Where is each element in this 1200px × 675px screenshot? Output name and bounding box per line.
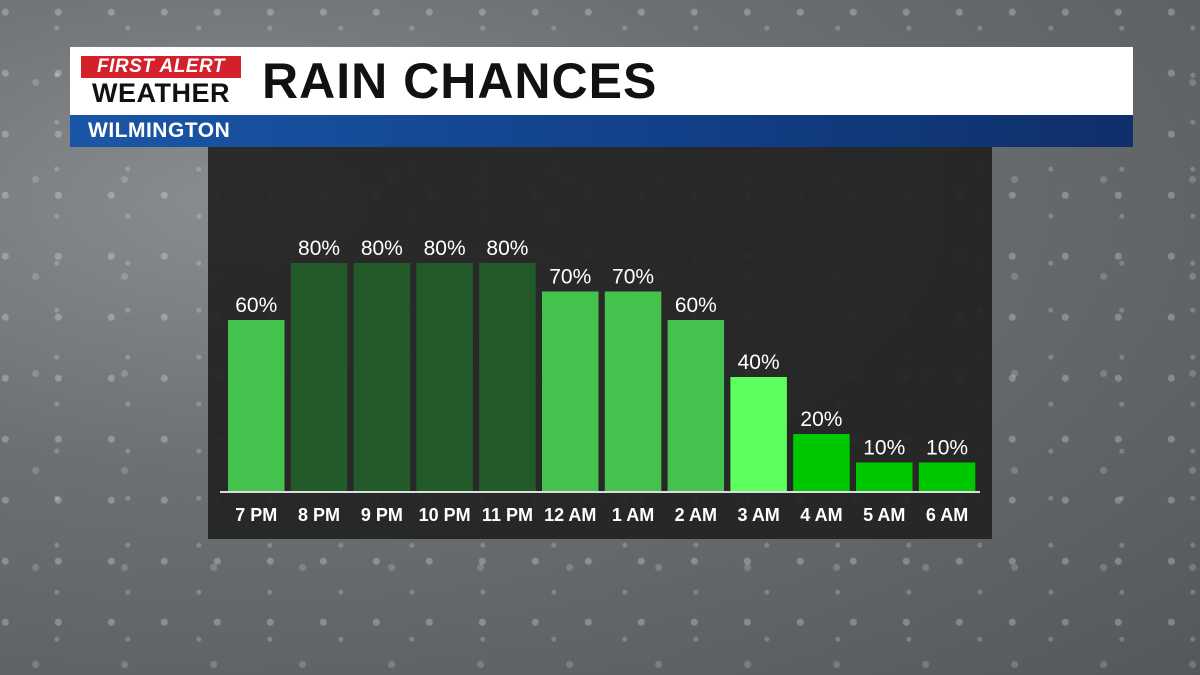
x-tick-label: 5 AM bbox=[863, 505, 905, 525]
data-label: 70% bbox=[549, 266, 591, 289]
x-tick-label: 1 AM bbox=[612, 505, 654, 525]
data-label: 80% bbox=[424, 237, 466, 260]
bar-3-am bbox=[730, 377, 787, 491]
x-tick-label: 8 PM bbox=[298, 505, 340, 525]
bar-2-am bbox=[667, 320, 725, 491]
data-label: 70% bbox=[612, 266, 654, 289]
bar-5-am bbox=[856, 462, 913, 491]
location-bar: WILMINGTON bbox=[70, 115, 1133, 147]
chart-panel: 60% 7 PM 80% 8 PM 80% 9 PM 80% 10 PM 80% 11 PM 70%… bbox=[208, 147, 992, 539]
bar-9-pm bbox=[353, 263, 411, 491]
x-tick-label: 12 AM bbox=[544, 505, 596, 525]
logo-first-alert: FIRST ALERT bbox=[81, 56, 241, 78]
bar-7-pm bbox=[228, 320, 285, 491]
x-tick-label: 4 AM bbox=[800, 505, 842, 525]
header-banner: FIRST ALERT WEATHER RAIN CHANCES WILMING… bbox=[70, 47, 1133, 147]
x-axis-baseline bbox=[220, 491, 980, 493]
bar-10-pm bbox=[416, 263, 473, 491]
bar-12-am bbox=[542, 291, 599, 491]
logo-weather: WEATHER bbox=[92, 78, 230, 108]
x-tick-label: 11 PM bbox=[482, 505, 533, 525]
data-label: 80% bbox=[486, 237, 528, 260]
bar-6-am bbox=[918, 462, 976, 491]
data-label: 10% bbox=[863, 437, 905, 460]
bar-4-am bbox=[793, 434, 850, 491]
data-label: 60% bbox=[235, 294, 277, 317]
data-label: 80% bbox=[298, 237, 340, 260]
bar-11-pm bbox=[479, 263, 536, 491]
data-label: 80% bbox=[361, 237, 403, 260]
x-tick-label: 10 PM bbox=[419, 505, 471, 525]
x-tick-label: 6 AM bbox=[926, 505, 968, 525]
data-label: 20% bbox=[800, 408, 842, 431]
x-tick-label: 2 AM bbox=[675, 505, 717, 525]
page-title: RAIN CHANCES bbox=[262, 53, 658, 109]
rain-chance-bar-chart: 60% 7 PM 80% 8 PM 80% 9 PM 80% 10 PM 80% 11 PM 70%… bbox=[220, 237, 980, 525]
location-label: WILMINGTON bbox=[88, 119, 231, 142]
data-label: 10% bbox=[926, 437, 968, 460]
data-label: 60% bbox=[675, 294, 717, 317]
first-alert-weather-logo: FIRST ALERT WEATHER bbox=[81, 56, 241, 108]
data-label: 40% bbox=[738, 351, 780, 374]
x-tick-label: 3 AM bbox=[737, 505, 779, 525]
x-tick-label: 9 PM bbox=[361, 505, 403, 525]
banner-top: FIRST ALERT WEATHER RAIN CHANCES bbox=[70, 47, 1133, 115]
bar-1-am bbox=[604, 291, 662, 491]
bar-8-pm bbox=[290, 263, 348, 491]
x-tick-label: 7 PM bbox=[235, 505, 277, 525]
